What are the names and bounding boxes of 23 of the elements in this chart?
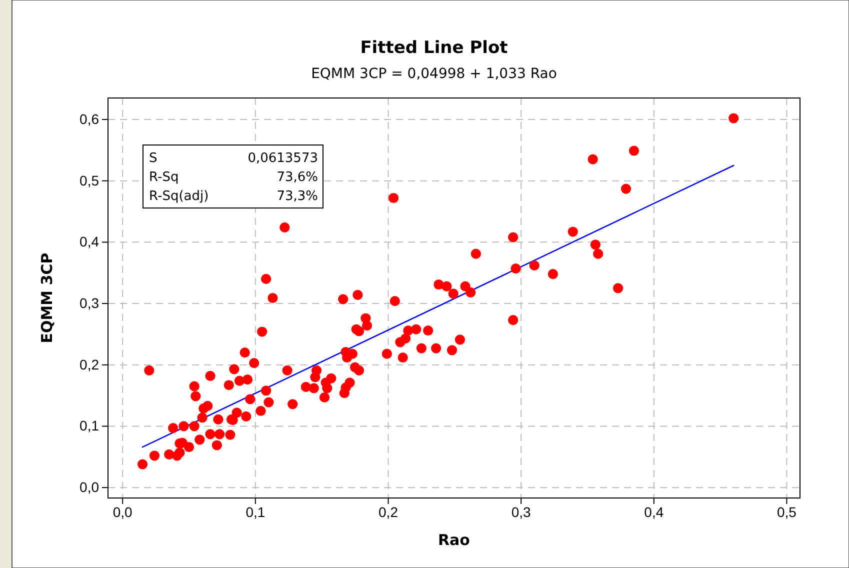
y-tick-label: 0,0 [80,479,100,496]
annotation: 73,3% [276,189,318,204]
y-tick-label: 0,3 [80,295,100,311]
chart-title: Fitted Line Plot [360,38,508,58]
y-tick-label: 0,6 [80,110,100,127]
y-axis-title: EQMM 3CP [38,252,56,344]
annotation: 0,0613573 [248,151,318,166]
x-tick-label: 0,2 [378,504,398,520]
y-tick-label: 0,4 [80,234,100,250]
x-axis-title: Rao [438,531,470,549]
x-tick-label: 0,4 [644,504,664,520]
annotation: 73,6% [276,170,318,185]
x-tick-label: 0,3 [511,504,532,520]
x-tick-label: 0,1 [246,504,266,520]
chart-subtitle: EQMM 3CP = 0,04998 + 1,033 Rao [311,66,557,82]
y-tick-label: 0,5 [80,172,100,188]
x-tick-label: 0,0 [112,504,133,520]
y-tick-label: 0,1 [80,418,100,434]
y-tick-label: 0,2 [80,356,100,372]
annotation: R-Sq [149,170,179,185]
annotation: R-Sq(adj) [149,189,209,204]
x-tick-label: 0,5 [776,504,797,520]
annotation: S [149,151,158,166]
